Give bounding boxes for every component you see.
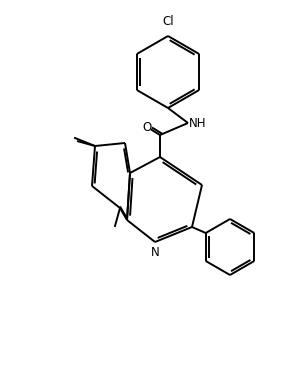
Text: N: N: [151, 246, 159, 259]
Text: Cl: Cl: [162, 15, 174, 28]
Text: O: O: [142, 121, 152, 134]
Text: NH: NH: [189, 117, 206, 130]
